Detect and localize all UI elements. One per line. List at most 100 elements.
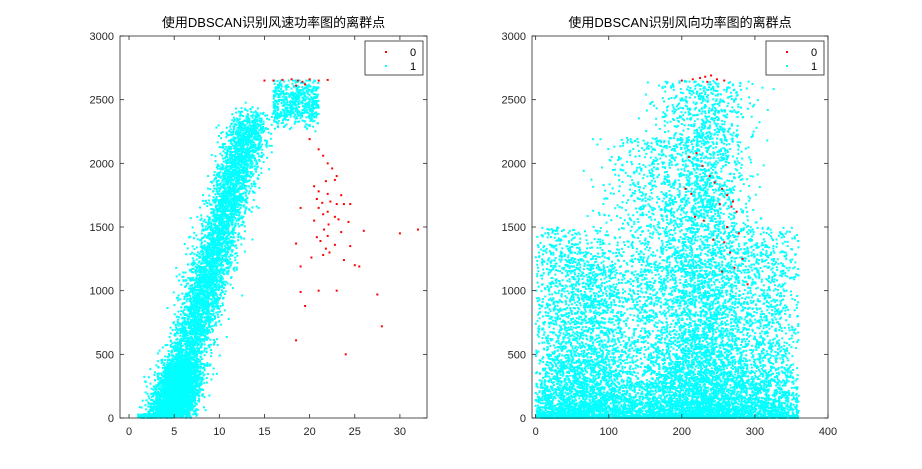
data-point [273,109,276,112]
data-point [253,165,256,168]
data-point [144,380,147,383]
data-point [225,250,228,253]
data-point [171,328,174,331]
data-point [232,233,235,236]
data-point [179,313,182,316]
data-point [217,275,220,278]
data-point [178,279,181,282]
data-point [176,337,179,340]
data-point [180,283,183,286]
data-point [226,219,229,222]
data-point [192,295,195,298]
data-point [239,206,242,209]
data-point [214,176,217,179]
data-point [217,179,220,182]
data-point [152,385,155,388]
data-point [293,86,296,89]
data-point [193,356,196,359]
data-point [301,105,304,108]
data-point [197,261,200,264]
data-point [202,406,205,409]
data-point [214,155,217,158]
data-point [176,323,179,326]
data-point [196,274,199,277]
data-point [292,84,295,87]
data-point [216,185,219,188]
data-point [221,254,224,257]
data-point [221,269,224,272]
data-point [286,100,289,103]
data-point [221,154,224,157]
data-point [148,397,151,400]
series-1-points [137,79,320,419]
data-point [273,118,276,121]
data-point [189,360,192,363]
data-point [166,344,169,347]
data-point [273,127,276,130]
data-point [212,343,215,346]
data-point [292,111,295,114]
data-point [256,127,259,130]
data-point [253,119,256,122]
data-point [196,263,199,266]
data-point [209,242,212,245]
data-point [176,330,179,333]
data-point [187,320,190,323]
data-point [183,296,186,299]
data-point [205,299,208,302]
data-point [237,110,240,113]
data-point [146,392,149,395]
data-point [222,268,225,271]
data-point [294,107,297,110]
data-point [230,154,233,157]
data-point [255,170,258,173]
data-point [289,115,292,118]
data-point [229,159,232,162]
data-point [247,185,250,188]
data-point [196,408,199,411]
data-point [240,193,243,196]
data-point [313,101,316,104]
data-point [164,355,167,358]
data-point [208,199,211,202]
data-point [254,185,257,188]
data-point [260,151,263,154]
data-point [215,321,218,324]
data-point [194,277,197,280]
data-point [255,205,258,208]
data-point [245,154,248,157]
data-point [153,387,156,390]
data-point [294,104,297,107]
data-point [189,415,192,418]
data-point [259,112,262,115]
data-point [283,80,286,83]
data-point [221,242,224,245]
data-point [237,190,240,193]
data-point [240,243,243,246]
data-point [205,347,208,350]
data-point [217,311,220,314]
data-point [231,166,234,169]
data-point [216,344,219,347]
data-point [188,309,191,312]
data-point [173,313,176,316]
data-point [243,184,246,187]
data-point [273,82,276,85]
data-point [285,123,288,126]
data-point [216,179,219,182]
data-point [164,359,167,362]
data-point [312,97,315,100]
data-point [177,322,180,325]
data-point [183,309,186,312]
data-point [193,253,196,256]
data-point [200,232,203,235]
data-point [178,273,181,276]
data-point [171,345,174,348]
data-point [221,131,224,134]
data-point [198,271,201,274]
data-point [304,120,307,123]
data-point [207,221,210,224]
data-point [224,290,227,293]
data-point [256,107,259,110]
data-point [232,147,235,150]
